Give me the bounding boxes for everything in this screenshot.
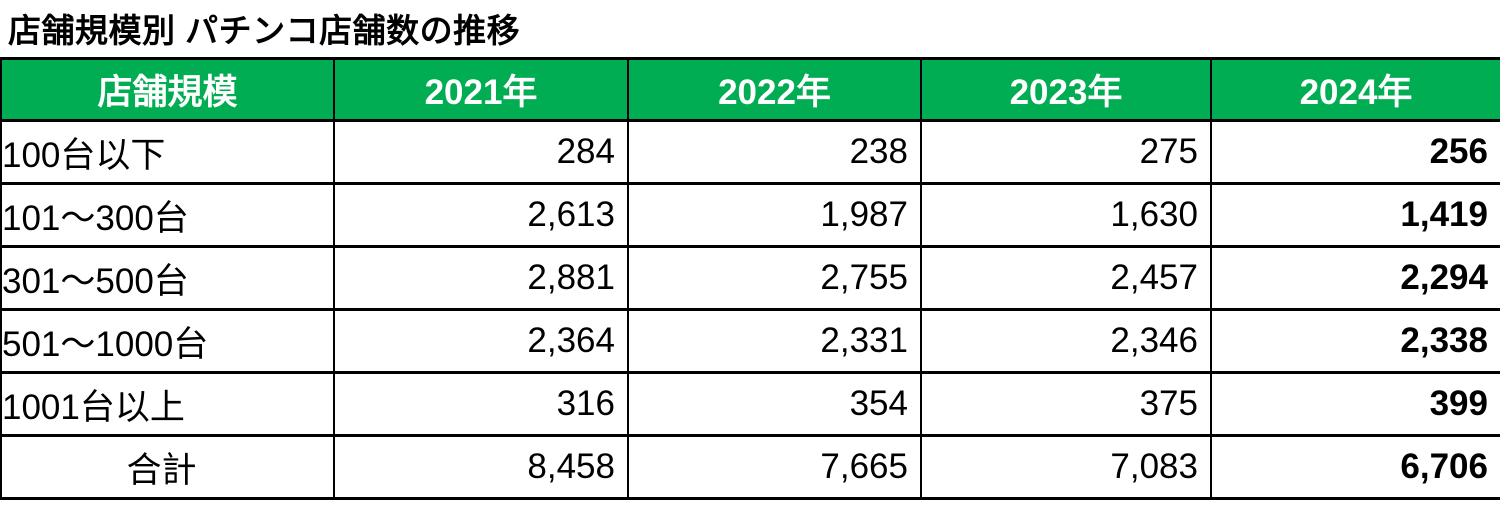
page-title: 店舗規模別 パチンコ店舗数の推移 — [8, 12, 521, 49]
table-row-total: 合計 8,458 7,665 7,083 6,706 — [0, 434, 1500, 500]
table-row: 501〜1000台 2,364 2,331 2,346 2,338 — [0, 308, 1500, 374]
cell-2021年: 2,881 — [333, 245, 629, 311]
pachinko-store-count-table: 店舗規模 2021年 2022年 2023年 2024年 100台以下 284 238 275… — [0, 57, 1500, 500]
cell-2023年: 2,346 — [920, 308, 1212, 374]
column-header-1: 2021年 — [333, 57, 629, 122]
cell-2023年: 7,083 — [920, 434, 1212, 500]
row-label: 301〜500台 — [0, 245, 335, 311]
cell-2022年: 2,755 — [627, 245, 922, 311]
row-label: 101〜300台 — [0, 182, 335, 248]
cell-2022年: 238 — [627, 119, 922, 185]
row-label: 100台以下 — [0, 119, 335, 185]
cell-2021年: 316 — [333, 371, 629, 437]
table-row: 101〜300台 2,613 1,987 1,630 1,419 — [0, 182, 1500, 248]
cell-2024年: 6,706 — [1210, 434, 1500, 500]
table-header-row: 店舗規模 2021年 2022年 2023年 2024年 — [0, 57, 1500, 122]
cell-2022年: 2,331 — [627, 308, 922, 374]
cell-2021年: 8,458 — [333, 434, 629, 500]
table-row: 100台以下 284 238 275 256 — [0, 119, 1500, 185]
table-row: 301〜500台 2,881 2,755 2,457 2,294 — [0, 245, 1500, 311]
cell-2023年: 2,457 — [920, 245, 1212, 311]
row-label: 合計 — [0, 434, 335, 500]
cell-2023年: 275 — [920, 119, 1212, 185]
cell-2023年: 1,630 — [920, 182, 1212, 248]
table-row: 1001台以上 316 354 375 399 — [0, 371, 1500, 437]
column-header-0: 店舗規模 — [0, 57, 335, 122]
cell-2022年: 1,987 — [627, 182, 922, 248]
row-label: 501〜1000台 — [0, 308, 335, 374]
cell-2024年: 1,419 — [1210, 182, 1500, 248]
column-header-3: 2023年 — [920, 57, 1212, 122]
table-body: 100台以下 284 238 275 256 101〜300台 2,613 1,987 1,63… — [0, 119, 1500, 500]
table-header: 店舗規模 2021年 2022年 2023年 2024年 — [0, 57, 1500, 122]
cell-2021年: 2,364 — [333, 308, 629, 374]
column-header-4: 2024年 — [1210, 57, 1500, 122]
cell-2024年: 2,338 — [1210, 308, 1500, 374]
row-label: 1001台以上 — [0, 371, 335, 437]
cell-2022年: 354 — [627, 371, 922, 437]
cell-2021年: 284 — [333, 119, 629, 185]
cell-2023年: 375 — [920, 371, 1212, 437]
column-header-2: 2022年 — [627, 57, 922, 122]
cell-2024年: 399 — [1210, 371, 1500, 437]
cell-2024年: 256 — [1210, 119, 1500, 185]
cell-2024年: 2,294 — [1210, 245, 1500, 311]
cell-2021年: 2,613 — [333, 182, 629, 248]
cell-2022年: 7,665 — [627, 434, 922, 500]
